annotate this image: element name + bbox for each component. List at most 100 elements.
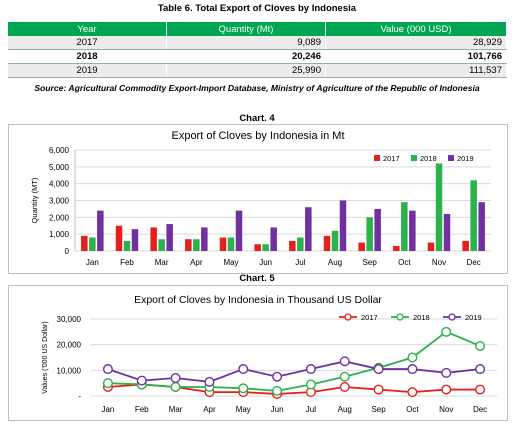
x-tick-label: Feb: [135, 405, 149, 414]
point-2017: [407, 387, 418, 398]
y-tick-label: 5,000: [49, 163, 70, 172]
cell-quantity: 25,990: [166, 63, 326, 78]
point-2019: [102, 364, 113, 375]
bar-2019: [409, 210, 416, 251]
bar-2018: [262, 244, 269, 251]
point-2019: [407, 364, 418, 375]
bar-2018: [435, 163, 443, 251]
x-tick-label: Dec: [467, 258, 481, 267]
x-tick-label: Oct: [406, 405, 419, 414]
point-2018: [339, 371, 350, 382]
chart5-title: Export of Cloves by Indonesia in Thousan…: [134, 294, 382, 306]
y-tick-label: 2,000: [49, 213, 70, 222]
legend-label-2017: 2017: [361, 313, 378, 322]
table-title: Table 6. Total Export of Cloves by Indon…: [157, 3, 357, 14]
bar-2018: [193, 239, 200, 251]
table-header-row: Year Quantity (Mt) Value (000 USD): [8, 22, 507, 36]
x-tick-label: May: [236, 405, 251, 414]
chart4-caption: Chart. 4: [239, 113, 275, 124]
bar-2018: [401, 202, 408, 251]
point-2017: [441, 384, 452, 395]
bar-2017: [289, 240, 296, 251]
y-tick-label: 10,000: [57, 366, 82, 375]
y-tick-label: 0: [65, 247, 70, 256]
bar-2017: [150, 227, 157, 251]
x-tick-label: Mar: [155, 258, 169, 267]
bar-2019: [97, 210, 104, 251]
cell-year: 2018: [8, 49, 167, 64]
y-tick-label: -: [78, 392, 81, 401]
x-tick-label: Oct: [398, 258, 411, 267]
legend-marker-2017: [344, 313, 352, 321]
cell-value: 111,537: [325, 63, 507, 78]
bar-2019: [339, 200, 347, 251]
bar-2019: [374, 208, 381, 251]
legend-swatch-2018: [411, 155, 417, 161]
chart4-frame: Export of Cloves by Indonesia in Mt 0 1,00…: [8, 124, 508, 274]
bar-2017: [115, 225, 123, 251]
bar-2018: [89, 237, 96, 251]
x-tick-label: Nov: [439, 405, 453, 414]
legend-marker-2018: [396, 313, 404, 321]
y-tick-label: 30,000: [57, 315, 82, 324]
cell-value: 28,929: [325, 36, 507, 50]
bar-2018: [227, 237, 235, 251]
table-row: 2019 25,990 111,537: [8, 63, 507, 78]
cell-value: 101,766: [325, 49, 507, 64]
bar-2019: [166, 224, 173, 251]
table-row: 2017 9,089 28,929: [8, 36, 507, 50]
bar-2017: [358, 242, 365, 251]
bar-2018: [297, 237, 304, 251]
y-axis-label: Values ('000 US Dollar): [42, 321, 49, 393]
bar-2018: [470, 180, 477, 251]
point-2018: [272, 385, 283, 396]
point-2019: [204, 376, 215, 387]
point-2019: [475, 364, 486, 375]
point-2019: [136, 375, 147, 386]
point-2017: [373, 384, 384, 395]
bar-2017: [219, 237, 227, 251]
x-tick-label: Jun: [271, 405, 284, 414]
x-tick-label: Jul: [306, 405, 316, 414]
y-axis-label: Quantity (MT): [30, 177, 39, 223]
header-year: Year: [8, 22, 167, 36]
point-2018: [238, 383, 249, 394]
x-tick-label: Aug: [328, 258, 342, 267]
legend-label-2018: 2018: [420, 154, 437, 163]
x-tick-label: Jan: [86, 258, 99, 267]
export-table: Year Quantity (Mt) Value (000 USD) 2017 …: [8, 22, 507, 78]
x-tick-label: Jun: [259, 258, 272, 267]
point-2019: [238, 364, 249, 375]
bar-2017: [323, 235, 331, 251]
cell-year: 2017: [8, 36, 167, 50]
x-tick-label: Jul: [295, 258, 305, 267]
header-value: Value (000 USD): [325, 22, 507, 36]
bar-2018: [123, 240, 131, 251]
point-2019: [305, 364, 316, 375]
bar-2019: [478, 202, 485, 251]
point-2018: [305, 379, 316, 390]
chart5-frame: Export of Cloves by Indonesia in Thousan…: [8, 285, 508, 421]
x-tick-label: Sep: [371, 405, 386, 414]
bar-2019: [131, 229, 139, 251]
chart5-caption: Chart. 5: [239, 273, 275, 284]
point-2019: [373, 364, 384, 375]
x-tick-label: May: [223, 258, 238, 267]
series-line-2018: [107, 330, 481, 392]
bar-2018: [366, 217, 373, 251]
x-tick-label: Sep: [363, 258, 378, 267]
point-2019: [272, 371, 283, 382]
bar-2019: [305, 207, 312, 251]
legend-label-2019: 2019: [457, 154, 474, 163]
y-tick-label: 3,000: [49, 197, 70, 206]
point-2018: [475, 340, 486, 351]
cell-quantity: 20,246: [166, 49, 326, 64]
point-2019: [441, 367, 452, 378]
legend-label-2019: 2019: [465, 313, 482, 322]
point-2018: [102, 378, 113, 389]
bar-2019: [443, 213, 451, 251]
x-tick-label: Feb: [120, 258, 134, 267]
y-tick-label: 20,000: [57, 341, 82, 350]
x-tick-label: Apr: [190, 258, 203, 267]
line-chart: Export of Cloves by Indonesia in Thousan…: [42, 294, 497, 414]
